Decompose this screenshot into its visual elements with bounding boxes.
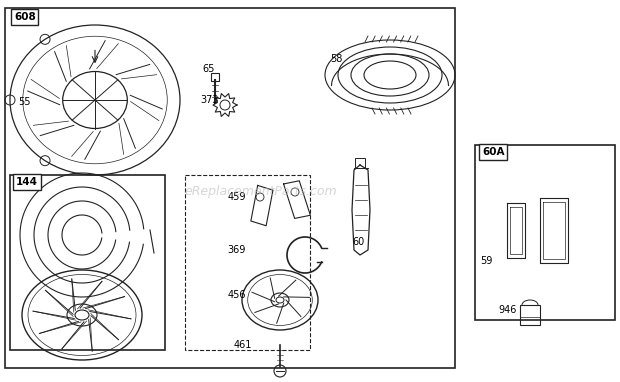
Bar <box>211 73 219 81</box>
Bar <box>475 145 615 320</box>
Text: 65: 65 <box>202 64 215 74</box>
Text: 459: 459 <box>228 192 247 202</box>
Bar <box>5 8 455 368</box>
Text: 369: 369 <box>227 245 246 255</box>
Text: 608: 608 <box>14 12 36 22</box>
Text: 456: 456 <box>228 290 247 300</box>
Text: 373: 373 <box>200 95 218 105</box>
Bar <box>185 175 310 350</box>
Bar <box>355 158 365 168</box>
Text: eReplacementParts.com: eReplacementParts.com <box>184 185 337 197</box>
Text: 144: 144 <box>16 177 38 187</box>
Text: 946: 946 <box>498 305 516 315</box>
Text: 60A: 60A <box>482 147 505 157</box>
Text: 59: 59 <box>480 256 492 266</box>
Bar <box>10 175 165 350</box>
Text: 461: 461 <box>234 340 252 350</box>
Text: 58: 58 <box>330 54 342 64</box>
Text: 55: 55 <box>18 97 30 107</box>
Bar <box>520 305 540 325</box>
Text: 60: 60 <box>352 237 365 247</box>
